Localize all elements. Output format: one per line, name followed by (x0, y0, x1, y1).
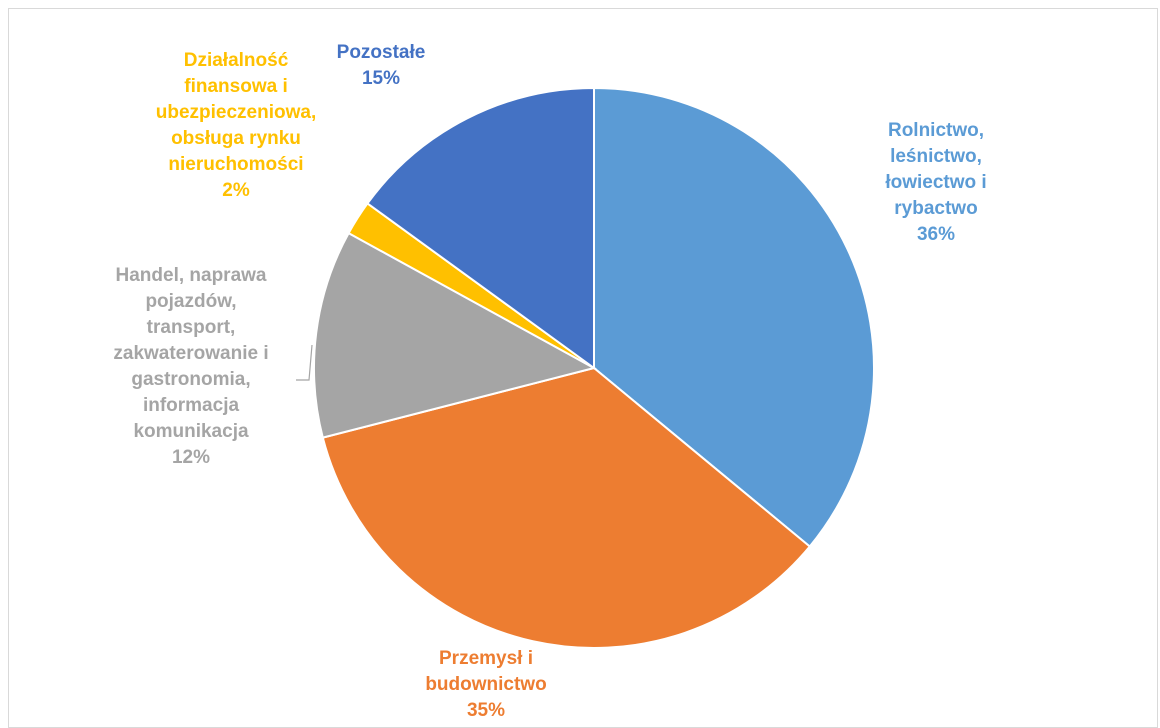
data-label-line: informacja (143, 395, 240, 416)
chart-frame: Rolnictwo, leśnictwo, łowiectwo i rybactwo 3… (8, 8, 1158, 728)
data-label-line: Handel, naprawa (116, 265, 267, 286)
data-label-line: Pozostałe (337, 42, 426, 63)
slices-layer (313, 86, 875, 649)
data-label-line: obsługa rynku (171, 128, 301, 149)
data-label-percent: 35% (467, 700, 505, 719)
data-label-line: komunikacja (133, 421, 249, 442)
data-label-percent: 36% (917, 224, 955, 245)
data-label-line: Działalność (184, 50, 289, 71)
data-label-line: pojazdów, (145, 291, 236, 312)
pie-slice-przemysl-i (321, 366, 812, 649)
data-label-przemysl-i: Przemysł i budownictwo 35% (425, 648, 546, 719)
data-label-handel-naprawa: Handel, naprawa pojazdów, transport, zakwat… (113, 265, 268, 468)
data-label-line: finansowa i (184, 76, 287, 97)
data-label-line: nieruchomości (168, 154, 303, 175)
leader-layer (296, 344, 313, 381)
data-label-line: gastronomia, (131, 369, 250, 390)
data-label-line: zakwaterowanie i (113, 343, 268, 364)
data-label-percent: 2% (222, 180, 250, 201)
pie-slice-rolnictwo (593, 86, 875, 548)
pie-chart: Rolnictwo, leśnictwo, łowiectwo i rybactwo 3… (113, 42, 986, 719)
data-label-line: ubezpieczeniowa, (156, 102, 316, 123)
data-label-line: Przemysł i (439, 648, 533, 669)
data-label-percent: 12% (172, 447, 210, 468)
data-label-pozostale: Pozostałe 15% (337, 42, 426, 89)
data-label-line: rybactwo (894, 198, 977, 219)
data-label-percent: 15% (362, 68, 400, 89)
labels-layer: Rolnictwo, leśnictwo, łowiectwo i rybactwo 3… (113, 42, 986, 719)
data-label-rolnictwo: Rolnictwo, leśnictwo, łowiectwo i rybactwo 3… (885, 120, 986, 245)
data-label-dzialalnosc: Działalność finansowa i ubezpieczeniowa, ob… (156, 50, 316, 201)
data-label-line: leśnictwo, (890, 146, 982, 167)
data-label-line: budownictwo (425, 674, 546, 695)
data-label-line: łowiectwo i (885, 172, 986, 193)
data-label-line: transport, (147, 317, 236, 338)
pie-slice-pozostale (366, 86, 595, 370)
leader-line (296, 344, 313, 381)
data-label-line: Rolnictwo, (888, 120, 984, 141)
pie-slice-handel-naprawa (313, 231, 597, 439)
